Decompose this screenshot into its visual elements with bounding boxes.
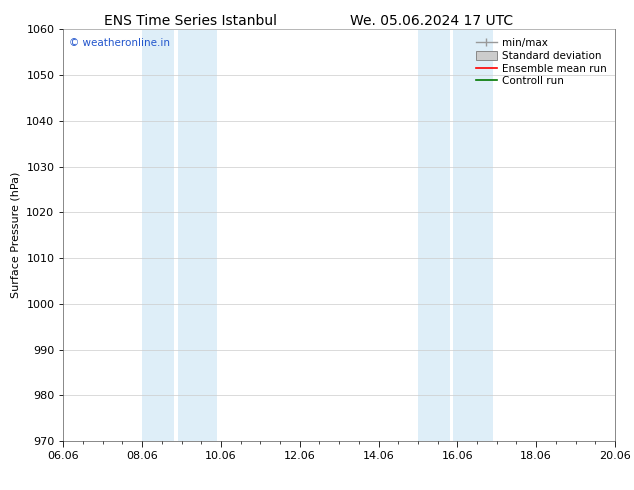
Y-axis label: Surface Pressure (hPa): Surface Pressure (hPa) bbox=[11, 172, 21, 298]
Bar bbox=[178, 29, 217, 441]
Text: ENS Time Series Istanbul: ENS Time Series Istanbul bbox=[104, 14, 276, 28]
Text: We. 05.06.2024 17 UTC: We. 05.06.2024 17 UTC bbox=[349, 14, 513, 28]
Bar bbox=[418, 29, 450, 441]
Text: © weatheronline.in: © weatheronline.in bbox=[69, 38, 170, 48]
Legend: min/max, Standard deviation, Ensemble mean run, Controll run: min/max, Standard deviation, Ensemble me… bbox=[473, 35, 610, 90]
Bar bbox=[142, 29, 174, 441]
Bar bbox=[453, 29, 493, 441]
